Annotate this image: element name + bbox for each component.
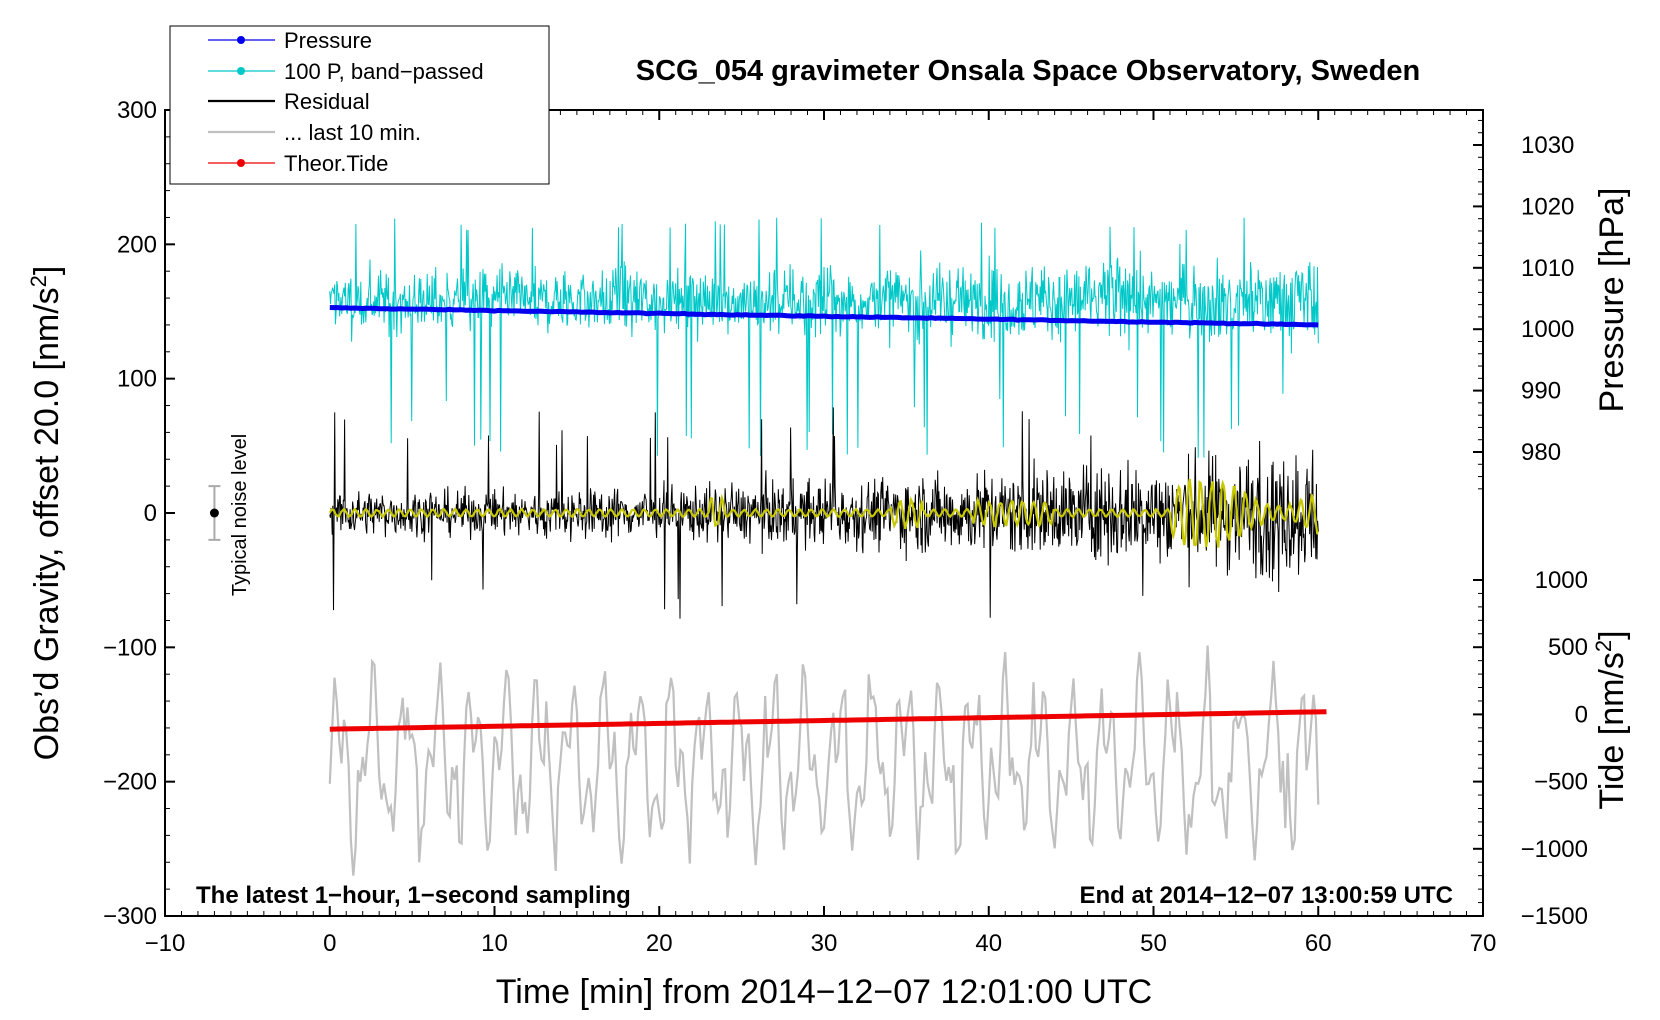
chart-title: SCG_054 gravimeter Onsala Space Observat… bbox=[636, 55, 1420, 87]
x-tick-label: 0 bbox=[323, 930, 336, 957]
legend-label-last-10-min: ... last 10 min. bbox=[284, 120, 421, 145]
axis-layer: −10 0 10 20 30 40 50 60 70−300−200−1000100200300… bbox=[103, 97, 1588, 957]
legend-marker-theoretical-tide bbox=[237, 159, 245, 167]
pressure-tick-label: 980 bbox=[1521, 439, 1561, 466]
tide-tick-label: 500 bbox=[1548, 634, 1588, 661]
legend-item-theoretical-tide: Theor.Tide bbox=[208, 151, 388, 176]
series-band-passed-pressure-line bbox=[329, 217, 1319, 458]
legend-box bbox=[169, 25, 550, 185]
y-tick-label: 100 bbox=[117, 366, 157, 393]
y-tick-label: 200 bbox=[117, 231, 157, 258]
tide-tick-label: −1500 bbox=[1521, 903, 1588, 930]
x-tick-label: −10 bbox=[145, 930, 186, 957]
pressure-tick-label: 1030 bbox=[1521, 132, 1574, 159]
x-tick-label: 20 bbox=[646, 930, 673, 957]
x-tick-label: 40 bbox=[975, 930, 1002, 957]
series-theoretical-tide-line bbox=[329, 709, 1327, 732]
x-tick-label: 10 bbox=[481, 930, 508, 957]
noise-level-marker: Typical noise level bbox=[208, 434, 251, 596]
series-last-10-min-line bbox=[328, 645, 1320, 876]
legend-item-band-passed: 100 P, band−passed bbox=[208, 59, 484, 84]
series-residual-line bbox=[329, 407, 1319, 619]
annotation-left: The latest 1−hour, 1−second sampling bbox=[196, 882, 631, 909]
y-axis-left-title: Obs’d Gravity, offset 20.0 [nm/s2] bbox=[26, 266, 66, 761]
y-axis-right-pressure-title: Pressure [hPa] bbox=[1593, 188, 1631, 413]
y-tick-label: 0 bbox=[144, 500, 157, 527]
y-axis-right-tide-title-main: Tide [nm/s bbox=[1593, 652, 1631, 809]
pressure-tick-label: 1000 bbox=[1521, 316, 1574, 343]
y-tick-label: 300 bbox=[117, 97, 157, 124]
noise-level-label: Typical noise level bbox=[229, 434, 251, 596]
pressure-tick-label: 990 bbox=[1521, 378, 1561, 405]
x-tick-label: 30 bbox=[811, 930, 838, 957]
legend-label-residual: Residual bbox=[284, 89, 370, 114]
x-tick-label: 70 bbox=[1470, 930, 1497, 957]
annotation-right: End at 2014−12−07 13:00:59 UTC bbox=[1079, 882, 1453, 909]
tide-tick-label: 0 bbox=[1575, 701, 1588, 728]
series-pressure-line bbox=[329, 305, 1319, 328]
y-axis-left-title-end: ] bbox=[28, 266, 66, 275]
legend-label-pressure: Pressure bbox=[284, 28, 372, 53]
legend-item-residual: Residual bbox=[208, 89, 370, 114]
y-tick-label: −200 bbox=[103, 769, 157, 796]
series-residual-smoothed-line bbox=[328, 478, 1319, 548]
y-axis-right-tide-title-end: ] bbox=[1593, 630, 1631, 639]
x-tick-label: 50 bbox=[1140, 930, 1167, 957]
tide-tick-label: −500 bbox=[1534, 769, 1588, 796]
y-axis-left-title-main: Obs’d Gravity, offset 20.0 [nm/s bbox=[28, 287, 66, 760]
legend-label-theoretical-tide: Theor.Tide bbox=[284, 151, 388, 176]
legend-label-band-passed: 100 P, band−passed bbox=[284, 59, 484, 84]
legend-marker-band-passed bbox=[237, 67, 245, 75]
legend-item-last-10-min: ... last 10 min. bbox=[208, 120, 421, 145]
y-tick-label: −100 bbox=[103, 634, 157, 661]
x-axis-title: Time [min] from 2014−12−07 12:01:00 UTC bbox=[496, 973, 1152, 1011]
legend: Pressure 100 P, band−passed Residual ...… bbox=[169, 25, 550, 185]
y-axis-right-tide-title: Tide [nm/s2] bbox=[1591, 630, 1631, 809]
pressure-tick-label: 1020 bbox=[1521, 193, 1574, 220]
legend-item-pressure: Pressure bbox=[208, 28, 372, 53]
y-axis-left-title-sup: 2 bbox=[26, 275, 51, 287]
x-tick-label: 60 bbox=[1305, 930, 1332, 957]
tide-tick-label: 1000 bbox=[1535, 567, 1588, 594]
noise-level-dot bbox=[209, 508, 219, 518]
y-tick-label: −300 bbox=[103, 903, 157, 930]
tide-tick-label: −1000 bbox=[1521, 836, 1588, 863]
legend-marker-pressure bbox=[237, 36, 245, 44]
y-axis-right-tide-title-sup: 2 bbox=[1591, 640, 1616, 652]
series-layer bbox=[328, 217, 1327, 876]
pressure-tick-label: 1010 bbox=[1521, 255, 1574, 282]
